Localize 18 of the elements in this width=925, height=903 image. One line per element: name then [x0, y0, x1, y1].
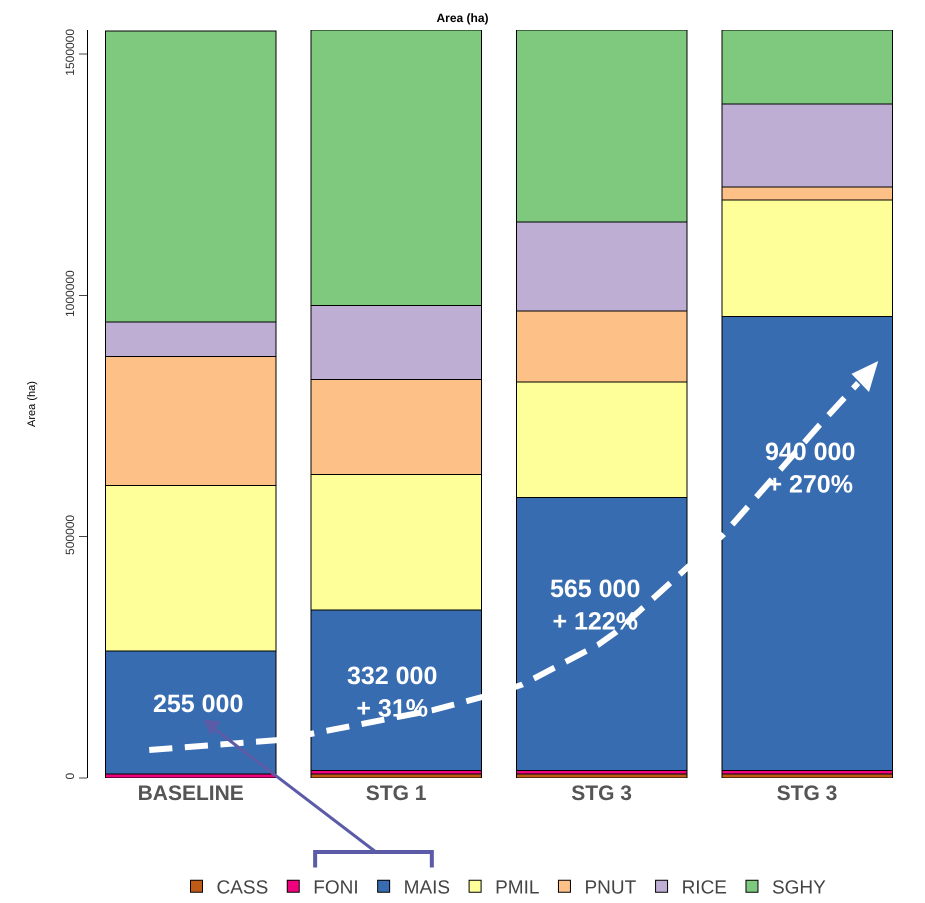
legend-label: SGHY: [772, 878, 826, 899]
x-tick-label: STG 3: [776, 782, 838, 805]
y-tick-label: 1500000: [63, 28, 78, 76]
y-tick-label: 500000: [63, 514, 78, 555]
chart-title: Area (ha): [436, 10, 489, 25]
legend-label: RICE: [682, 878, 727, 899]
legend-label: MAIS: [404, 878, 450, 899]
x-tick-label: BASELINE: [138, 782, 244, 805]
y-tick-label: 0: [63, 772, 78, 780]
legend-label: PMIL: [495, 878, 540, 899]
x-tick-label: STG 1: [366, 782, 427, 805]
annotation: 255 000: [153, 690, 244, 718]
y-tick-label: 1000000: [63, 270, 78, 317]
y-axis-title: Area (ha): [26, 381, 38, 427]
legend-label: PNUT: [584, 878, 637, 899]
legend-label: FONI: [313, 878, 359, 899]
x-tick-label: STG 3: [571, 782, 632, 805]
legend-label: CASS: [216, 878, 268, 899]
